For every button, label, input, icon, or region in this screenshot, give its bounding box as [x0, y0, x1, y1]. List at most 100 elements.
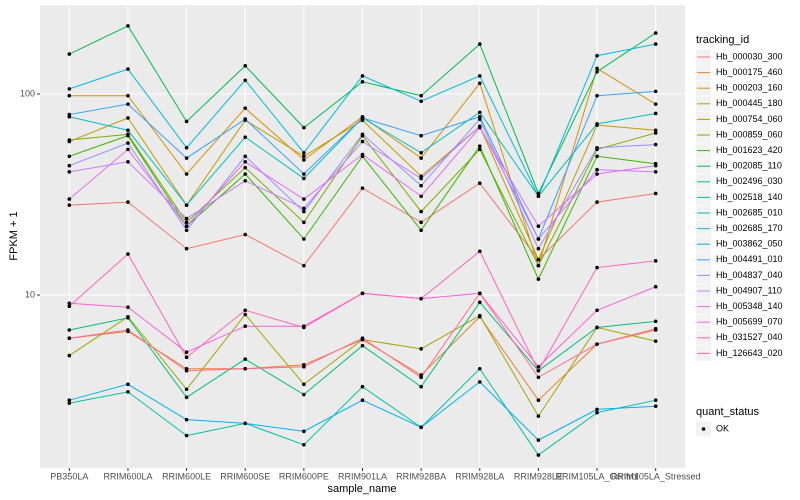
- data-point: [419, 194, 423, 199]
- data-point: [360, 336, 365, 341]
- data-point: [126, 305, 130, 310]
- data-point: [126, 252, 130, 256]
- data-point: [67, 52, 72, 56]
- data-point: [302, 263, 306, 268]
- data-point: [419, 220, 423, 225]
- data-point: [477, 313, 482, 318]
- data-point: [302, 150, 306, 155]
- legend-label: Hb_004907_110: [716, 285, 782, 295]
- data-point: [243, 324, 248, 328]
- data-point: [360, 139, 365, 144]
- data-point: [67, 93, 72, 98]
- data-point: [419, 93, 423, 98]
- data-point: [302, 392, 306, 397]
- legend-label: OK: [716, 423, 729, 433]
- data-point: [184, 216, 189, 221]
- data-point: [243, 117, 248, 121]
- x-tick-label: PB350LA: [50, 471, 88, 481]
- data-point: [536, 191, 541, 196]
- legend2-title: quant_status: [696, 406, 759, 418]
- data-point: [536, 453, 541, 457]
- data-point: [302, 429, 306, 434]
- data-point: [595, 200, 599, 204]
- data-point: [477, 249, 482, 254]
- data-point: [184, 224, 189, 228]
- data-point: [243, 357, 248, 361]
- data-point: [536, 277, 541, 281]
- data-point: [126, 316, 130, 320]
- data-point: [477, 110, 482, 115]
- data-point: [243, 178, 248, 183]
- x-axis-label: sample_name: [327, 483, 396, 495]
- data-point: [243, 154, 248, 159]
- data-point: [184, 387, 189, 392]
- data-point: [536, 246, 541, 251]
- data-point: [419, 384, 423, 389]
- data-point: [184, 433, 189, 438]
- data-point: [243, 159, 248, 164]
- data-point: [184, 228, 189, 233]
- data-point: [184, 417, 189, 422]
- data-point: [184, 145, 189, 150]
- data-point: [360, 116, 365, 120]
- data-point: [243, 232, 248, 237]
- data-point: [126, 102, 130, 106]
- data-point: [302, 206, 306, 211]
- data-point: [126, 159, 130, 164]
- legend-label: Hb_000754_060: [716, 114, 783, 124]
- data-point: [67, 353, 72, 358]
- data-point: [477, 144, 482, 148]
- data-point: [184, 119, 189, 124]
- data-point: [419, 156, 423, 160]
- data-point: [126, 141, 130, 145]
- data-point: [126, 116, 130, 120]
- data-point: [653, 111, 658, 116]
- data-point: [653, 31, 658, 35]
- data-point: [653, 170, 658, 174]
- data-point: [302, 209, 306, 214]
- data-point: [595, 145, 599, 150]
- data-point: [653, 326, 658, 331]
- data-point: [536, 398, 541, 402]
- data-point: [536, 237, 541, 241]
- data-point: [653, 284, 658, 289]
- x-tick-label: RRIM105LA_Stressed: [611, 471, 701, 481]
- data-point: [243, 421, 248, 426]
- x-tick-label: RRIM600PE: [279, 471, 329, 481]
- data-point: [477, 81, 482, 86]
- data-point: [419, 425, 423, 430]
- data-point: [477, 125, 482, 130]
- data-point: [653, 339, 658, 343]
- data-point: [595, 342, 599, 346]
- data-point: [67, 398, 72, 402]
- x-tick-label: RRIM928BA: [396, 471, 446, 481]
- legend-label: Hb_002685_010: [716, 207, 783, 217]
- legend-label: Hb_002496_030: [716, 176, 783, 186]
- data-point: [595, 93, 599, 98]
- data-point: [184, 355, 189, 360]
- legend-point: [701, 427, 706, 431]
- y-axis-label: FPKM + 1: [8, 211, 20, 260]
- data-point: [419, 296, 423, 301]
- data-point: [653, 191, 658, 196]
- data-point: [477, 74, 482, 78]
- data-point: [243, 172, 248, 176]
- data-point: [477, 117, 482, 121]
- y-tick-label: 100: [20, 88, 35, 98]
- data-point: [536, 194, 541, 199]
- legend-label: Hb_000445_180: [716, 98, 783, 108]
- data-point: [126, 24, 130, 28]
- data-point: [302, 382, 306, 387]
- data-point: [653, 131, 658, 135]
- data-point: [126, 147, 130, 152]
- data-point: [67, 170, 72, 174]
- data-point: [302, 176, 306, 181]
- data-point: [67, 163, 72, 168]
- data-point: [536, 224, 541, 228]
- data-point: [360, 291, 365, 296]
- data-point: [243, 165, 248, 170]
- data-point: [67, 328, 72, 332]
- data-point: [302, 125, 306, 130]
- data-point: [302, 197, 306, 201]
- data-point: [653, 398, 658, 402]
